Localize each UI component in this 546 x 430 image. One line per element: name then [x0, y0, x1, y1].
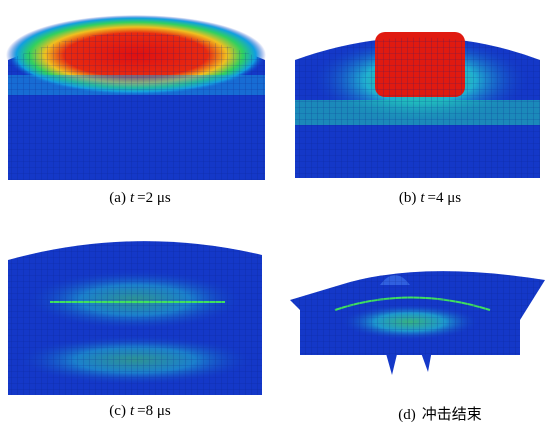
caption-b: (b)t=4 μs	[399, 190, 461, 207]
caption-part: 冲击结束	[422, 405, 482, 423]
caption-c: (c)t=8 μs	[109, 403, 170, 420]
caption-part: t	[130, 403, 134, 419]
figure: (a)t=2 μs (b)t=4 μs (c)t=8 μs (d)冲击结束	[0, 0, 546, 430]
panel-d-image	[290, 271, 545, 375]
simulation-images	[0, 0, 546, 430]
caption-part: =4 μs	[428, 190, 462, 206]
panel-c-image	[8, 241, 262, 395]
caption-a: (a)t=2 μs	[109, 190, 170, 207]
panel-a-image	[6, 15, 266, 180]
panel-b-image	[295, 32, 540, 178]
caption-part: (b)	[399, 190, 417, 206]
caption-part: =2 μs	[137, 190, 171, 206]
caption-d: (d) 冲击结束	[398, 403, 482, 424]
caption-part: t	[420, 190, 424, 206]
caption-part: t	[130, 190, 134, 206]
caption-part: (c)	[109, 403, 126, 419]
caption-part: (d)	[398, 407, 416, 423]
caption-part: =8 μs	[137, 403, 171, 419]
caption-part: (a)	[109, 190, 126, 206]
